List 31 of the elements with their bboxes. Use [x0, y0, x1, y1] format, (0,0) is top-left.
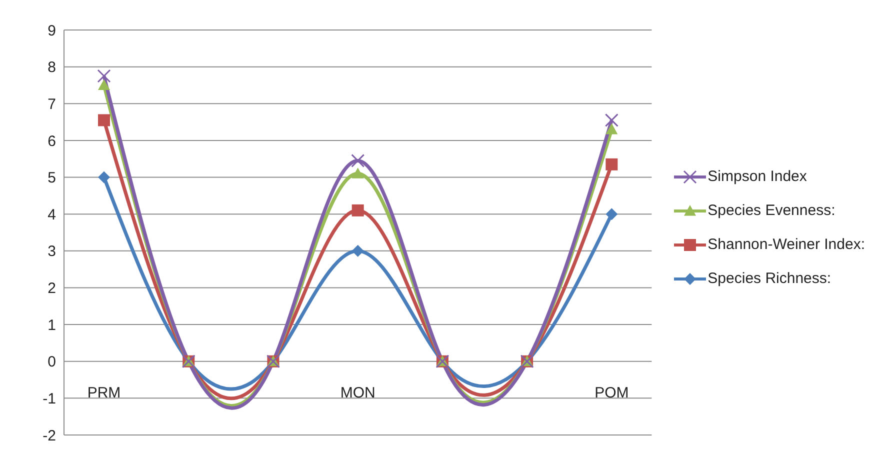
- y-tick-label: -2: [42, 427, 56, 444]
- y-tick-label: 4: [48, 206, 56, 224]
- y-tick-label: -1: [42, 390, 56, 408]
- point: [604, 113, 618, 127]
- x-tick-label: POM: [594, 384, 629, 402]
- point: [97, 69, 111, 83]
- legend-label: Species Evenness:: [708, 200, 836, 220]
- point: [352, 204, 364, 216]
- legend-label: Shannon-Weiner Index:: [708, 234, 865, 254]
- y-tick-label: 8: [48, 59, 56, 76]
- y-tick-label: 3: [48, 243, 56, 260]
- y-tick-label: 9: [48, 22, 56, 40]
- legend-label: Simpson Index: [708, 166, 807, 186]
- x-tick-label: PRM: [87, 384, 121, 402]
- y-tick-label: 1: [48, 316, 56, 334]
- x-tick-label: MON: [340, 384, 376, 402]
- point: [98, 79, 110, 90]
- y-tick-label: 6: [48, 132, 56, 150]
- legend-label: Species Richness:: [708, 268, 832, 288]
- point: [606, 208, 618, 220]
- point: [98, 114, 110, 126]
- point: [606, 123, 618, 134]
- y-tick-label: 0: [48, 354, 56, 371]
- point: [606, 158, 618, 170]
- y-tick-label: 7: [48, 96, 56, 113]
- y-tick-label: 5: [48, 170, 56, 187]
- point: [351, 154, 365, 168]
- point: [98, 171, 110, 184]
- point: [352, 168, 364, 178]
- point: [352, 244, 364, 257]
- y-tick-label: 2: [48, 280, 56, 298]
